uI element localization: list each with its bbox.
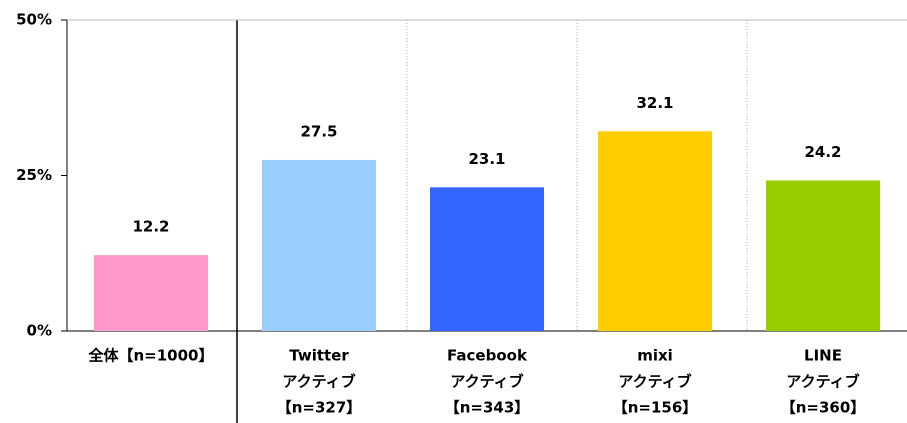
x-tick-label: 【n=327】 [277, 399, 362, 417]
x-tick-label: アクティブ [618, 373, 691, 391]
x-tick-label: 【n=360】 [781, 399, 866, 417]
x-tick-label: アクティブ [282, 373, 355, 391]
x-tick-label: アクティブ [450, 373, 523, 391]
x-tick-label: 全体【n=1000】 [88, 347, 214, 365]
value-label: 12.2 [132, 218, 169, 236]
value-label: 24.2 [804, 143, 841, 161]
x-tick-label: Facebook [447, 347, 528, 365]
x-tick-label: LINE [804, 347, 842, 365]
bar [598, 131, 712, 331]
x-tick-label: Twitter [289, 347, 349, 365]
value-label: 32.1 [636, 94, 673, 112]
bar [766, 180, 880, 331]
y-tick-label: 25% [16, 166, 52, 184]
x-tick-label: アクティブ [786, 373, 859, 391]
value-label: 27.5 [300, 122, 337, 140]
value-label: 23.1 [468, 150, 505, 168]
x-tick-label: 【n=156】 [613, 399, 698, 417]
bar [430, 187, 544, 331]
x-tick-label: 【n=343】 [445, 399, 530, 417]
bar [94, 255, 208, 331]
x-tick-label: mixi [637, 347, 673, 365]
bar [262, 159, 376, 331]
y-tick-label: 50% [16, 11, 52, 29]
y-tick-label: 0% [27, 322, 52, 340]
